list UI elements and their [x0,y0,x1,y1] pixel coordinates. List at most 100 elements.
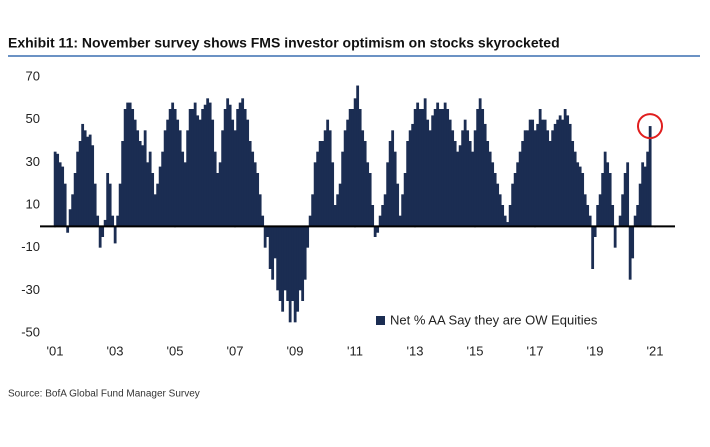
bar [128,102,132,227]
bar [176,119,180,227]
bar [56,153,60,227]
bar [428,130,432,227]
x-tick-label: '15 [467,343,484,358]
bar [83,130,87,227]
bar [498,194,502,227]
bar [341,151,345,227]
bar [203,104,207,227]
bar [148,151,152,227]
bar [618,215,622,227]
bar [513,173,517,227]
bar [181,151,185,227]
y-tick-label: 30 [26,154,40,169]
x-tick-label: '01 [47,343,64,358]
bar [476,109,480,227]
bar [596,205,600,227]
bar [533,130,537,227]
bar [421,109,425,227]
bar [346,119,350,227]
bar [136,130,140,227]
x-tick-label: '17 [527,343,544,358]
bar [116,215,120,227]
bar [328,130,332,227]
bar [413,109,417,227]
bar [343,130,347,227]
y-tick-label: -10 [21,239,40,254]
bar [216,173,220,227]
bar [206,98,210,227]
bar [261,215,265,227]
bar [648,126,652,227]
x-tick-label: '19 [587,343,604,358]
bar [158,166,162,227]
bar [418,109,422,227]
bar [266,226,270,237]
bar [403,173,407,227]
bar [161,151,165,227]
bar [68,209,72,227]
bar [573,151,577,227]
bar [411,123,415,227]
bar [171,102,175,227]
bar [208,102,212,227]
bar [576,162,580,227]
bar [583,194,587,227]
bar [146,162,150,227]
bar [511,183,515,227]
bar [331,162,335,227]
bar [363,141,367,227]
source: Source: BofA Global Fund Manager Survey [8,389,200,400]
bar [541,119,545,227]
bar [528,119,532,227]
bar [256,173,260,227]
bar [461,130,465,227]
bar [366,162,370,227]
bar [543,119,547,227]
bar [518,151,522,227]
bar [368,173,372,227]
bar [63,183,67,227]
bar [466,130,470,227]
bar [323,130,327,227]
bar [601,173,605,227]
bar [66,226,70,233]
bar [271,226,275,280]
bar [473,130,477,227]
bar [628,226,632,280]
highlight-circle [637,113,663,140]
bar [253,162,257,227]
bar [81,123,85,227]
bar [188,109,192,227]
bar [488,151,492,227]
bar [113,226,117,244]
bar [251,151,255,227]
bar [58,162,62,227]
bar [598,194,602,227]
bar [291,226,295,301]
bar [646,151,650,227]
bar [348,109,352,227]
bar [178,130,182,227]
bar [336,194,340,227]
bar [386,162,390,227]
bar [491,162,495,227]
bar [293,226,297,323]
bar [103,219,107,227]
bar [143,130,147,227]
bar [438,109,442,227]
bar [563,109,567,227]
bar [106,173,110,227]
bar [353,98,357,227]
bar [228,104,232,227]
bar [241,98,245,227]
x-tick-label: '07 [227,343,244,358]
bar [313,162,317,227]
bar [126,102,130,227]
bar [91,145,95,227]
bar [571,141,575,227]
bar [96,215,100,227]
bar [301,226,305,301]
bar [401,194,405,227]
bar [118,183,122,227]
bar [561,119,565,227]
